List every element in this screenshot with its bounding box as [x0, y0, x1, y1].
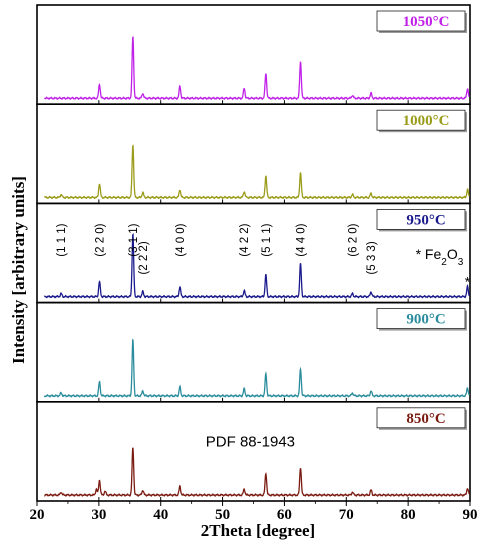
- panel-3: 900°C: [36, 301, 471, 403]
- panel-0: 1050°C: [36, 4, 471, 105]
- temperature-label: 1000°C: [403, 113, 450, 129]
- hkl-label: (4 2 2): [239, 223, 251, 256]
- x-tick-label: 80: [401, 507, 416, 523]
- temperature-label: 950°C: [406, 212, 445, 228]
- label-box: [376, 308, 466, 330]
- hkl-label: (2 2 0): [94, 223, 106, 256]
- hkl-label: (5 1 1): [261, 223, 273, 256]
- x-tick-label: 30: [91, 507, 106, 523]
- x-tick-label: 40: [153, 507, 168, 523]
- hkl-label: (4 0 0): [175, 223, 187, 256]
- panels-group: 1050°C 1000°C 950°C (1 1 1) (2 2 0) (3 1 1)(2…: [36, 4, 471, 502]
- hkl-label: (6 2 0): [347, 223, 359, 256]
- pattern-line: [43, 36, 470, 101]
- label-box: [376, 208, 466, 230]
- phase-annotation: * Fe2O3: [416, 246, 464, 268]
- label-box: [376, 10, 466, 32]
- hkl-label: (5 3 3): [366, 241, 378, 274]
- x-tick-label: 50: [215, 507, 230, 523]
- hkl-label: (4 4 0): [296, 223, 308, 256]
- impurity-marker: *: [465, 274, 471, 290]
- temperature-label: 850°C: [406, 411, 445, 427]
- x-tick-label: 90: [463, 507, 478, 523]
- hkl-label: (1 1 1): [56, 223, 68, 256]
- x-tick-label: 70: [339, 507, 354, 523]
- x-axis-label: 2Theta [degree]: [201, 521, 315, 540]
- x-axis: 20 30 40 50 60 70 80 90: [30, 501, 478, 523]
- temperature-label: 1050°C: [403, 14, 450, 30]
- x-tick-label: 60: [277, 507, 292, 523]
- label-box: [376, 407, 466, 429]
- label-box: [376, 109, 466, 131]
- pattern-line: [43, 144, 470, 200]
- panel-1: 1000°C: [36, 103, 471, 205]
- temperature-label: 900°C: [406, 312, 445, 328]
- pattern-line: [44, 447, 470, 497]
- pattern-line: [43, 232, 470, 299]
- hkl-label: (3 1 1): [128, 223, 140, 256]
- panel-2: 950°C (1 1 1) (2 2 0) (3 1 1)(2 2 2) (4 0 0)…: [36, 202, 471, 304]
- panel-4: 850°C PDF 88-1943: [36, 400, 471, 502]
- y-axis-label: Intensity [arbitrary units]: [9, 176, 28, 364]
- pattern-line: [43, 338, 470, 398]
- hkl-label: (2 2 2): [138, 241, 150, 274]
- x-tick-label: 20: [30, 507, 45, 523]
- reference-annotation: PDF 88-1943: [206, 433, 295, 450]
